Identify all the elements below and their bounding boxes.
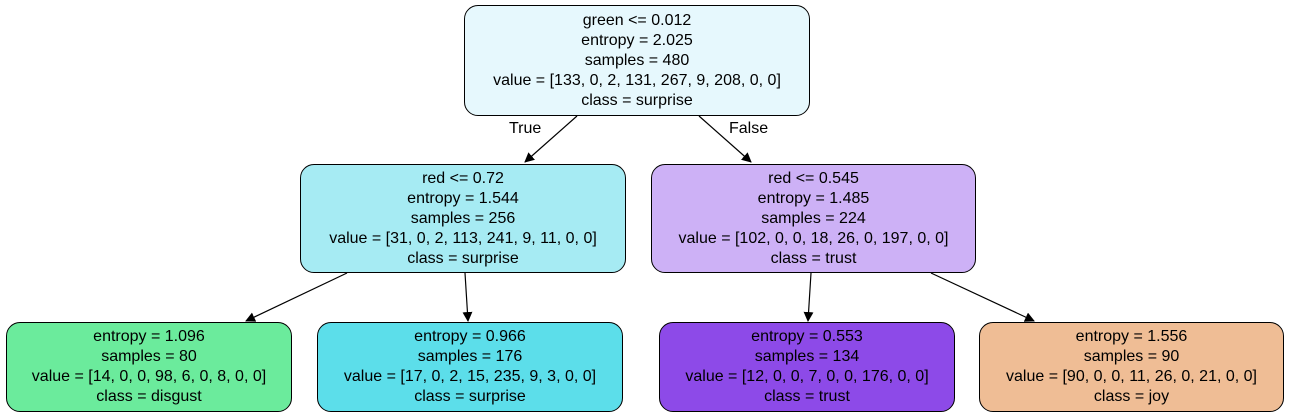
value-label: value = [12, 0, 0, 7, 0, 0, 176, 0, 0] [685,368,929,385]
entropy-label: entropy = 0.553 [751,328,863,345]
split-condition: red <= 0.72 [422,169,504,187]
entropy-label: entropy = 1.544 [407,189,519,207]
value-label: value = [17, 0, 2, 15, 235, 9, 3, 0, 0] [343,368,597,385]
split-condition: red <= 0.545 [768,169,859,187]
edge-right-rightleft [803,272,814,322]
tree-leaf-disgust: entropy = 1.096 samples = 80 value = [14… [6,322,292,412]
class-label: class = disgust [96,388,202,405]
samples-label: samples = 90 [1083,348,1180,365]
entropy-label: entropy = 1.485 [757,189,870,207]
value-label: value = [14, 0, 0, 98, 6, 0, 8, 0, 0] [31,368,267,385]
edge-left-leftleft [245,272,348,322]
samples-label: samples = 80 [101,348,197,365]
value-label: value = [90, 0, 0, 11, 26, 0, 21, 0, 0] [1006,368,1257,385]
entropy-label: entropy = 1.556 [1075,328,1188,345]
class-label: class = surprise [407,249,519,267]
edge-left-leftright [462,272,473,322]
class-label: class = trust [770,249,857,267]
edge-label-true: True [509,120,542,137]
tree-leaf-joy: entropy = 1.556 samples = 90 value = [90… [979,322,1284,412]
split-condition: green <= 0.012 [582,11,692,29]
edge-root-left [524,115,578,163]
tree-leaf-trust: entropy = 0.553 samples = 134 value = [1… [659,322,955,412]
samples-label: samples = 224 [761,209,866,227]
value-label: value = [102, 0, 0, 18, 26, 0, 197, 0, 0… [678,229,949,247]
edge-label-false: False [729,120,769,137]
tree-node-root: green <= 0.012 entropy = 2.025 samples =… [464,5,810,116]
samples-label: samples = 134 [754,348,860,365]
entropy-label: entropy = 0.966 [414,328,526,345]
class-label: class = surprise [581,91,693,109]
samples-label: samples = 480 [584,51,690,69]
samples-label: samples = 256 [410,209,516,227]
edge-root-right [698,115,752,163]
tree-node-left: red <= 0.72 entropy = 1.544 samples = 25… [300,164,626,273]
samples-label: samples = 176 [417,348,523,365]
entropy-label: entropy = 2.025 [581,31,693,49]
tree-node-right: red <= 0.545 entropy = 1.485 samples = 2… [651,164,976,273]
value-label: value = [31, 0, 2, 113, 241, 9, 11, 0, 0… [329,229,597,247]
edge-right-rightright [930,272,1035,322]
class-label: class = joy [1093,388,1170,405]
class-label: class = surprise [414,388,526,405]
tree-leaf-surprise: entropy = 0.966 samples = 176 value = [1… [317,322,623,412]
entropy-label: entropy = 1.096 [93,328,205,345]
class-label: class = trust [764,388,850,405]
value-label: value = [133, 0, 2, 131, 267, 9, 208, 0,… [493,71,781,89]
